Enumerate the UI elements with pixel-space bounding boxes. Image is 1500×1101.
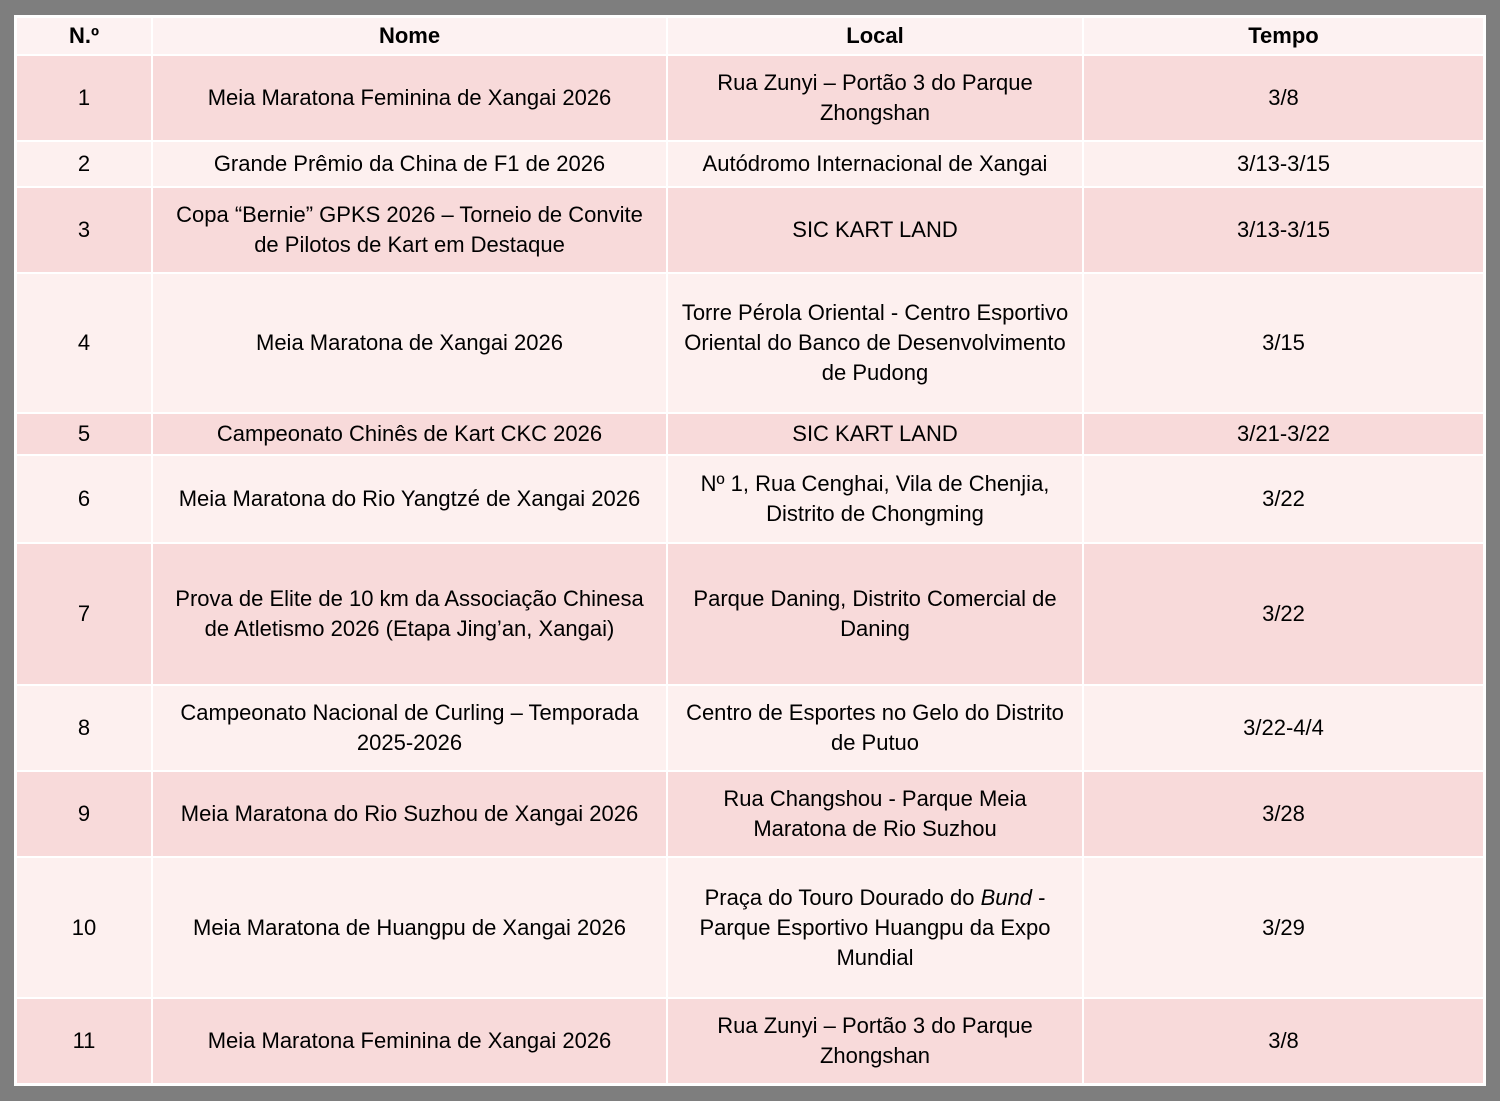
cell-nome: Campeonato Nacional de Curling – Tempora…: [153, 686, 668, 772]
cell-local: Autódromo Internacional de Xangai: [668, 142, 1084, 188]
cell-local: Rua Changshou - Parque Meia Maratona de …: [668, 772, 1084, 858]
column-header-local: Local: [668, 18, 1084, 56]
cell-nome: Meia Maratona de Huangpu de Xangai 2026: [153, 858, 668, 999]
table-row: 11 Meia Maratona Feminina de Xangai 2026…: [17, 999, 1483, 1083]
cell-tempo: 3/22-4/4: [1084, 686, 1483, 772]
cell-nome: Campeonato Chinês de Kart CKC 2026: [153, 414, 668, 456]
table-row: 10 Meia Maratona de Huangpu de Xangai 20…: [17, 858, 1483, 999]
table-row: 2 Grande Prêmio da China de F1 de 2026 A…: [17, 142, 1483, 188]
cell-tempo: 3/13-3/15: [1084, 188, 1483, 274]
local-text: - Parque Esportivo Huangpu da Expo Mundi…: [699, 884, 1051, 970]
cell-numero: 5: [17, 414, 153, 456]
cell-numero: 9: [17, 772, 153, 858]
table-row: 6 Meia Maratona do Rio Yangtzé de Xangai…: [17, 456, 1483, 544]
cell-tempo: 3/8: [1084, 56, 1483, 142]
local-italic-term: Bund: [980, 884, 1032, 910]
column-header-numero: N.º: [17, 18, 153, 56]
cell-local: Rua Zunyi – Portão 3 do Parque Zhongshan: [668, 999, 1084, 1083]
cell-local: Nº 1, Rua Cenghai, Vila de Chenjia, Dist…: [668, 456, 1084, 544]
table-row: 4 Meia Maratona de Xangai 2026 Torre Pér…: [17, 274, 1483, 414]
cell-numero: 3: [17, 188, 153, 274]
header-row: N.º Nome Local Tempo: [17, 18, 1483, 56]
events-schedule-table: N.º Nome Local Tempo 1 Meia Maratona Fem…: [14, 15, 1486, 1086]
column-header-tempo: Tempo: [1084, 18, 1483, 56]
cell-tempo: 3/13-3/15: [1084, 142, 1483, 188]
cell-numero: 2: [17, 142, 153, 188]
cell-local: Centro de Esportes no Gelo do Distrito d…: [668, 686, 1084, 772]
cell-tempo: 3/22: [1084, 456, 1483, 544]
cell-tempo: 3/21-3/22: [1084, 414, 1483, 456]
table-row: 8 Campeonato Nacional de Curling – Tempo…: [17, 686, 1483, 772]
cell-numero: 4: [17, 274, 153, 414]
cell-local: Parque Daning, Distrito Comercial de Dan…: [668, 544, 1084, 686]
cell-numero: 11: [17, 999, 153, 1083]
local-text: Praça do Touro Dourado do: [704, 884, 981, 910]
table-row: 5 Campeonato Chinês de Kart CKC 2026 SIC…: [17, 414, 1483, 456]
cell-nome: Meia Maratona Feminina de Xangai 2026: [153, 999, 668, 1083]
column-header-nome: Nome: [153, 18, 668, 56]
cell-numero: 6: [17, 456, 153, 544]
cell-numero: 8: [17, 686, 153, 772]
cell-tempo: 3/8: [1084, 999, 1483, 1083]
cell-tempo: 3/29: [1084, 858, 1483, 999]
cell-tempo: 3/28: [1084, 772, 1483, 858]
cell-nome: Grande Prêmio da China de F1 de 2026: [153, 142, 668, 188]
cell-local: SIC KART LAND: [668, 414, 1084, 456]
table-row: 1 Meia Maratona Feminina de Xangai 2026 …: [17, 56, 1483, 142]
table-header: N.º Nome Local Tempo: [17, 18, 1483, 56]
table-body: 1 Meia Maratona Feminina de Xangai 2026 …: [17, 56, 1483, 1083]
table-row: 9 Meia Maratona do Rio Suzhou de Xangai …: [17, 772, 1483, 858]
cell-local: Torre Pérola Oriental - Centro Esportivo…: [668, 274, 1084, 414]
cell-numero: 10: [17, 858, 153, 999]
table-row: 7 Prova de Elite de 10 km da Associação …: [17, 544, 1483, 686]
cell-local: SIC KART LAND: [668, 188, 1084, 274]
cell-nome: Meia Maratona do Rio Yangtzé de Xangai 2…: [153, 456, 668, 544]
cell-nome: Meia Maratona Feminina de Xangai 2026: [153, 56, 668, 142]
cell-numero: 1: [17, 56, 153, 142]
cell-numero: 7: [17, 544, 153, 686]
cell-nome: Prova de Elite de 10 km da Associação Ch…: [153, 544, 668, 686]
cell-tempo: 3/22: [1084, 544, 1483, 686]
cell-tempo: 3/15: [1084, 274, 1483, 414]
table-row: 3 Copa “Bernie” GPKS 2026 – Torneio de C…: [17, 188, 1483, 274]
cell-local: Praça do Touro Dourado do Bund - Parque …: [668, 858, 1084, 999]
cell-nome: Copa “Bernie” GPKS 2026 – Torneio de Con…: [153, 188, 668, 274]
cell-nome: Meia Maratona do Rio Suzhou de Xangai 20…: [153, 772, 668, 858]
cell-local: Rua Zunyi – Portão 3 do Parque Zhongshan: [668, 56, 1084, 142]
cell-nome: Meia Maratona de Xangai 2026: [153, 274, 668, 414]
